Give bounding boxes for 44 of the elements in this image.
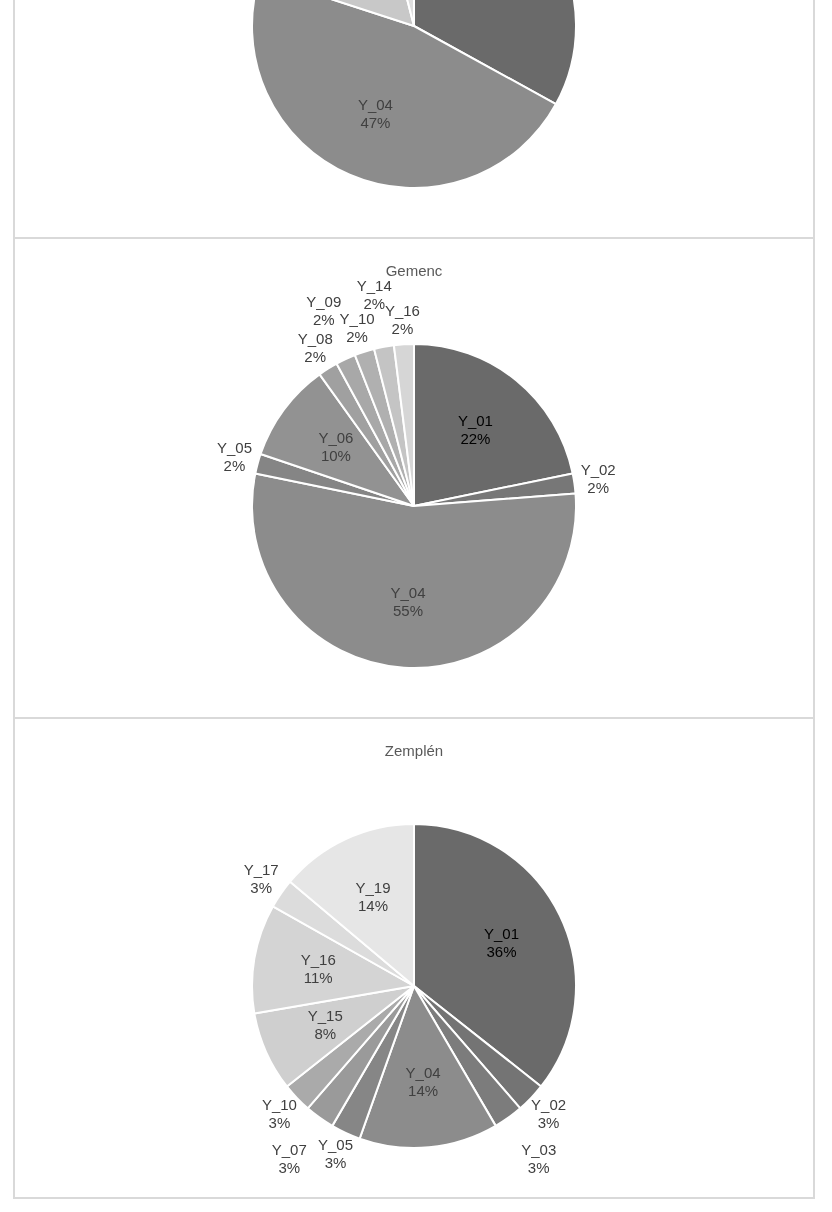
slice-label: Y_19	[355, 879, 391, 897]
data-label: 2%	[312, 311, 335, 329]
data-label: 2%	[223, 456, 246, 474]
data-label: 2%	[587, 479, 610, 497]
data-label: 14%	[357, 897, 389, 915]
data-label: 36%	[486, 942, 517, 960]
slice-label: Y_04	[357, 96, 393, 114]
slice-label: Y_01	[483, 924, 519, 942]
data-label: 11%	[303, 968, 333, 986]
slice-label: Y_17	[243, 861, 279, 879]
slice-label: Y_03	[521, 1141, 557, 1159]
data-label: 2%	[391, 319, 414, 337]
data-label: 3%	[268, 1113, 291, 1131]
data-label: 14%	[408, 1081, 439, 1099]
data-label: 8%	[314, 1024, 337, 1042]
data-label: 3%	[250, 879, 273, 897]
slice-label: Y_07	[271, 1141, 307, 1159]
slice-label: Y_06	[318, 429, 354, 447]
slice-label: Y_02	[580, 461, 616, 479]
data-label: 2%	[346, 328, 368, 346]
data-label: 3%	[527, 1159, 550, 1177]
data-label: 2%	[363, 294, 386, 312]
chart-title: Zemplén	[384, 742, 444, 760]
slice-label: Y_04	[390, 584, 426, 602]
data-label: 2%	[304, 347, 327, 365]
slice-label: Y_10	[339, 310, 375, 328]
slice-label: Y_05	[216, 438, 252, 456]
data-label: 22%	[460, 429, 491, 447]
slice-label: Y_04	[405, 1063, 441, 1081]
slice-label: Y_16	[384, 301, 420, 319]
data-label: 55%	[392, 602, 423, 620]
slice-label: Y_02	[531, 1095, 567, 1113]
slice-label: Y_05	[318, 1135, 354, 1153]
data-label: 3%	[324, 1153, 347, 1171]
data-label: 3%	[278, 1159, 301, 1177]
slice-label: Y_16	[300, 950, 336, 968]
slice-label: Y_15	[307, 1006, 343, 1024]
slice-label: Y_08	[297, 329, 333, 347]
data-label: 10%	[320, 447, 351, 465]
slice-label: Y_09	[306, 293, 342, 311]
data-label: 3%	[537, 1113, 560, 1131]
data-label: 47%	[360, 114, 391, 132]
slice-label: Y_10	[261, 1095, 297, 1113]
slice-label: Y_01	[457, 411, 493, 429]
